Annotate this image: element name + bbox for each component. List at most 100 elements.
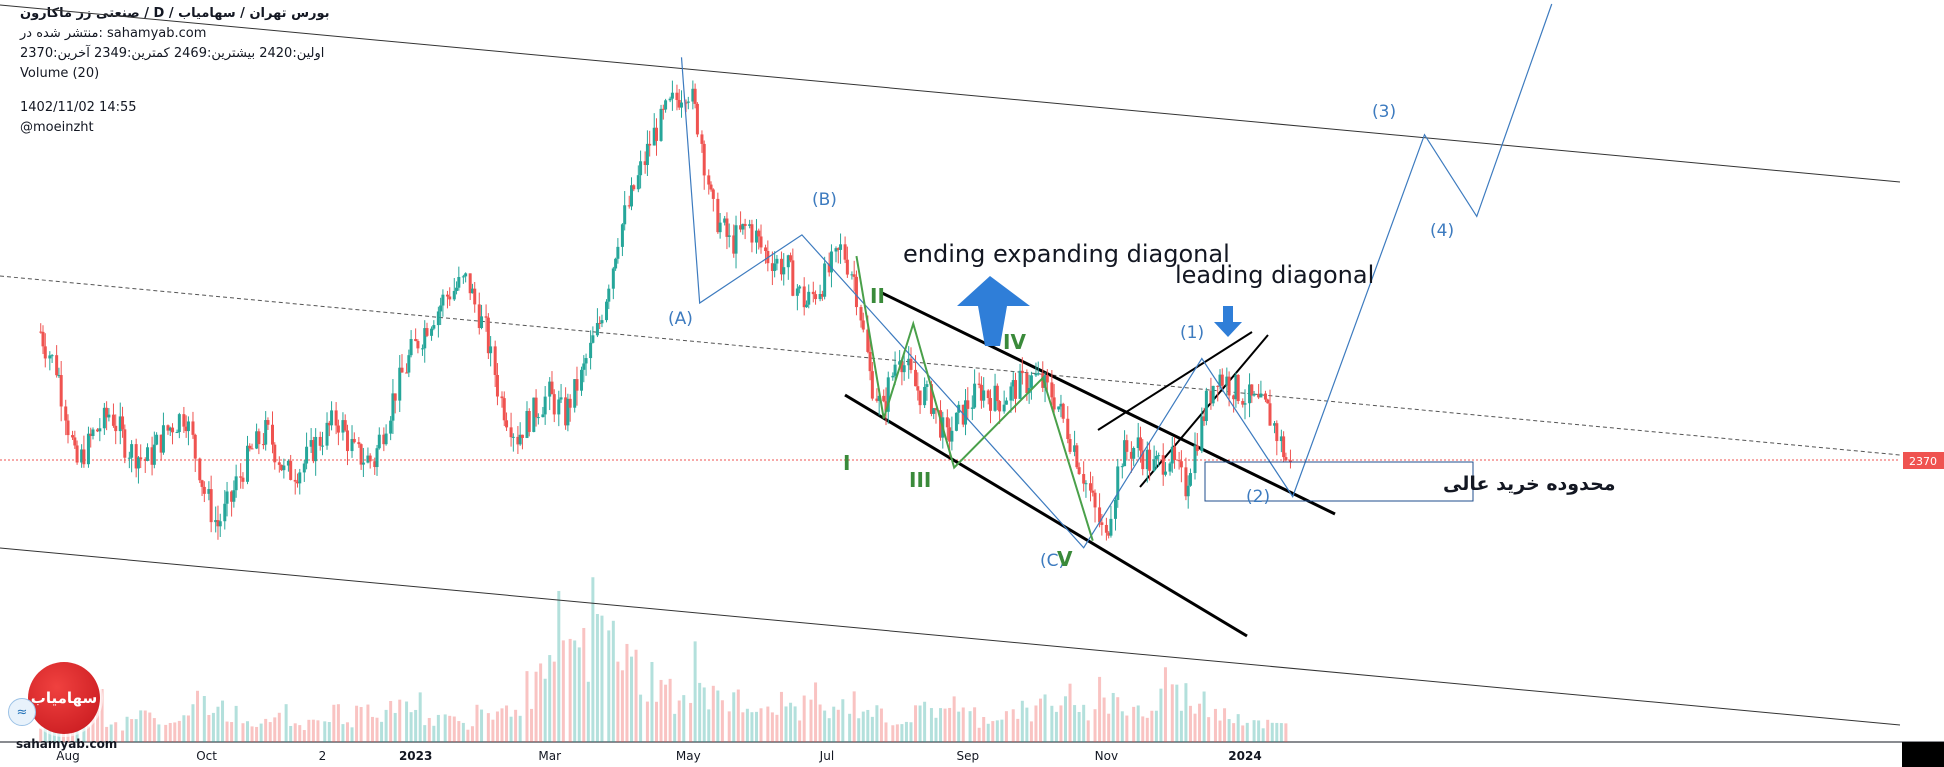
candle-body [41,331,45,347]
volume-bar [207,714,211,742]
candle-body [786,255,790,268]
volume-bar [241,723,245,742]
volume-bar [164,724,168,742]
volume-bar [736,689,740,742]
candle-body [836,248,840,250]
volume-bar [650,661,654,742]
candle-body [384,433,388,445]
candle-body [1075,445,1079,468]
volume-bar [168,722,172,742]
candle-body [1284,457,1288,461]
volume-bar [1098,676,1102,742]
candle-body [632,185,636,190]
candle-body [659,108,663,141]
candle-body [789,255,793,261]
volume-bar [1107,713,1111,742]
candle-body [1248,384,1252,404]
candle-body [932,408,936,414]
volume-bar [177,720,181,742]
candle-body [520,434,524,438]
candle-body [1113,500,1117,519]
volume-bar [114,722,118,742]
candle-body [954,412,958,431]
volume-bar [384,709,388,742]
candle-body [516,436,520,445]
volume-bar [86,726,90,742]
candle-body [1220,374,1224,386]
candle-body [1177,460,1181,462]
volume-bar [625,643,629,742]
candle-body [1170,446,1174,464]
x-tick-label: Sep [956,749,979,763]
candle-body [86,433,90,465]
volume-bar [616,661,620,742]
volume-bar [336,704,340,742]
candle-body [854,276,858,308]
volume-bar [1063,696,1067,742]
volume-bar [934,717,938,742]
volume-bar [1016,718,1020,742]
leading-diagonal-label: leading diagonal [1175,261,1374,289]
x-tick-label: Aug [56,749,79,763]
candle-body [829,251,833,273]
candle-body [1204,390,1208,422]
candle-body [979,384,983,401]
volume-bar [759,708,763,742]
candle-body [552,394,556,415]
volume-bar [370,716,374,742]
volume-bar [43,722,47,742]
volume-bar [827,718,831,742]
candle-body [261,444,265,446]
candle-body [166,425,170,431]
channel-lines [0,4,1901,726]
volume-bar [539,663,543,742]
volume-bar [1163,667,1167,742]
volume-bar [668,678,672,742]
volume-bar [457,721,461,742]
candle-body [584,358,588,364]
volume-bar [582,627,586,742]
candle-body [627,205,631,207]
candle-body [748,224,752,226]
candle-body [75,445,79,463]
volume-bar [1207,717,1211,742]
volume-bar [96,689,100,742]
volume-bar [673,713,677,742]
volume-bar [125,716,129,742]
candle-body [948,427,952,442]
candle-body [146,447,150,461]
candles [39,80,1292,541]
volume-bar [861,711,865,742]
candle-body [155,434,159,445]
candle-body [548,381,552,397]
candle-body [257,431,261,445]
candle-body [643,161,647,166]
volume-bar [316,720,320,742]
candle-body [852,274,856,277]
candle-body [1157,455,1161,457]
candle-body [64,406,68,421]
volume-bar [173,722,177,742]
candle-body [480,316,484,329]
leading-diagonal-upper [1097,331,1253,431]
volume-bar [1025,707,1029,742]
candle-body [282,465,286,471]
candle-body [139,457,143,460]
candle-body [230,491,234,502]
candle-body [1282,436,1286,458]
volume-bar [841,699,845,742]
candle-body [782,267,786,275]
candle-body [616,246,620,259]
volume-bar [105,726,109,742]
volume-bar [1159,688,1163,742]
candle-body [66,420,70,436]
candle-body [80,449,84,463]
volume-bar [302,730,306,742]
volume-bar [341,724,345,742]
candle-body [375,448,379,468]
candle-body [898,361,902,365]
candle-body [718,222,722,233]
candle-body [293,479,297,482]
volume-bar [1175,684,1179,742]
